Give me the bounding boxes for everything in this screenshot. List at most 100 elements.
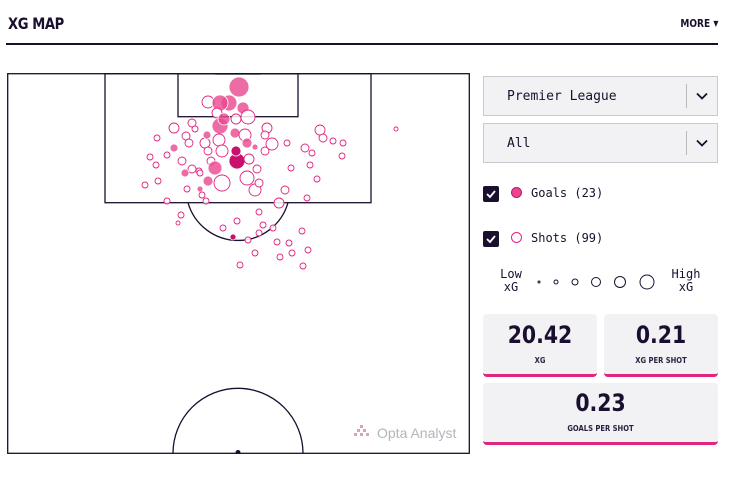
xg-value: 20.42	[507, 321, 573, 349]
shot-marker	[163, 151, 171, 159]
more-label: MORE	[679, 17, 710, 30]
checkmark-icon	[486, 235, 496, 244]
shot-marker	[233, 217, 241, 225]
shot-marker	[187, 118, 197, 128]
shot-marker	[255, 208, 263, 216]
goal-marker	[207, 160, 223, 176]
high-xg-label: High xG	[671, 267, 701, 294]
shot-marker	[187, 164, 197, 174]
goal-marker	[217, 112, 231, 126]
goal-marker	[228, 76, 250, 98]
xg-stat-card: 20.42 XG	[483, 314, 597, 377]
goal-marker	[251, 143, 259, 151]
shot-marker	[203, 146, 213, 156]
shot-marker	[273, 197, 285, 209]
xg-per-shot-label: XG PER SHOT	[635, 356, 687, 365]
shot-marker	[280, 185, 290, 195]
shot-marker	[299, 262, 307, 270]
situation-select-value: All	[507, 136, 531, 151]
goals-toggle[interactable]: Goals (23)	[483, 185, 683, 203]
goals-label: Goals (23)	[531, 186, 604, 200]
page-title: XG MAP	[8, 14, 64, 33]
goal-marker	[180, 168, 190, 178]
opta-logo	[354, 425, 369, 436]
shot-marker	[313, 175, 321, 183]
shot-marker	[191, 125, 199, 133]
shot-marker	[338, 152, 346, 160]
situation-select[interactable]: All	[483, 123, 718, 163]
shot-marker	[251, 249, 259, 257]
goals-per-shot-stat-card: 0.23 GOALS PER SHOT	[483, 383, 718, 445]
shot-marker	[283, 139, 291, 147]
goal-marker	[196, 185, 204, 193]
goals-per-shot-label: GOALS PER SHOT	[567, 424, 634, 433]
shot-marker	[304, 246, 312, 254]
page-header: XG MAP MORE ▼	[6, 0, 718, 45]
shot-marker	[288, 249, 296, 257]
shot-marker	[318, 133, 328, 143]
chevron-down-icon	[696, 139, 708, 147]
shots-toggle[interactable]: Shots (99)	[483, 230, 683, 248]
shot-marker	[329, 137, 337, 145]
shot-marker	[306, 161, 314, 169]
shot-marker	[393, 126, 399, 132]
goal-marker	[202, 175, 214, 187]
shot-marker	[202, 197, 210, 205]
goals-per-shot-value: 0.23	[575, 389, 626, 417]
chevron-down-icon	[696, 92, 708, 100]
shot-marker	[244, 236, 252, 244]
low-xg-label: Low xG	[500, 267, 522, 294]
shot-marker	[276, 253, 284, 261]
shot-marker	[183, 185, 191, 193]
goal-marker	[229, 233, 237, 241]
shot-marker	[212, 133, 226, 147]
shot-marker	[177, 211, 185, 219]
goal-marker	[241, 137, 253, 149]
shot-marker	[163, 197, 171, 205]
shot-marker	[153, 134, 161, 142]
shots-checkbox[interactable]	[483, 231, 499, 247]
shot-markers	[141, 76, 399, 270]
shot-marker	[199, 137, 211, 149]
centre-circle	[172, 387, 304, 454]
select-divider	[686, 131, 687, 155]
shot-marker	[152, 161, 160, 169]
shot-marker	[239, 170, 255, 186]
watermark-text: Opta Analyst	[377, 425, 456, 441]
shot-dot-icon	[511, 232, 522, 243]
shot-marker	[240, 109, 256, 125]
shot-marker	[168, 122, 180, 134]
shot-marker	[273, 238, 281, 246]
shot-marker	[215, 144, 229, 158]
xg-scale-circles	[537, 274, 655, 290]
centre-spot	[235, 450, 241, 454]
shot-marker	[260, 146, 270, 156]
xg-label: XG	[534, 356, 546, 365]
shot-marker	[265, 137, 279, 151]
select-divider	[686, 84, 687, 108]
competition-select[interactable]: Premier League	[483, 76, 718, 116]
competition-select-value: Premier League	[507, 89, 617, 104]
goal-marker	[169, 143, 179, 153]
shot-marker	[154, 177, 162, 185]
shot-marker	[259, 221, 267, 229]
shot-marker	[236, 261, 244, 269]
xg-size-scale: Low xG High xG	[490, 266, 718, 300]
shot-marker	[141, 181, 149, 189]
chevron-down-icon: ▼	[712, 19, 718, 28]
shot-marker	[255, 229, 263, 237]
shot-marker	[184, 138, 194, 148]
shot-marker	[213, 174, 231, 192]
goals-checkbox[interactable]	[483, 186, 499, 202]
more-menu-button[interactable]: MORE ▼	[680, 17, 718, 30]
goal-marker	[229, 127, 241, 139]
shot-marker	[196, 169, 204, 177]
shot-marker	[303, 194, 311, 202]
shot-marker	[300, 143, 310, 153]
goal-dot-icon	[511, 187, 522, 198]
goal-marker	[230, 145, 242, 157]
goal-marker	[202, 130, 212, 140]
shot-marker	[260, 130, 270, 140]
shot-marker	[198, 191, 206, 199]
shot-marker	[339, 139, 347, 147]
